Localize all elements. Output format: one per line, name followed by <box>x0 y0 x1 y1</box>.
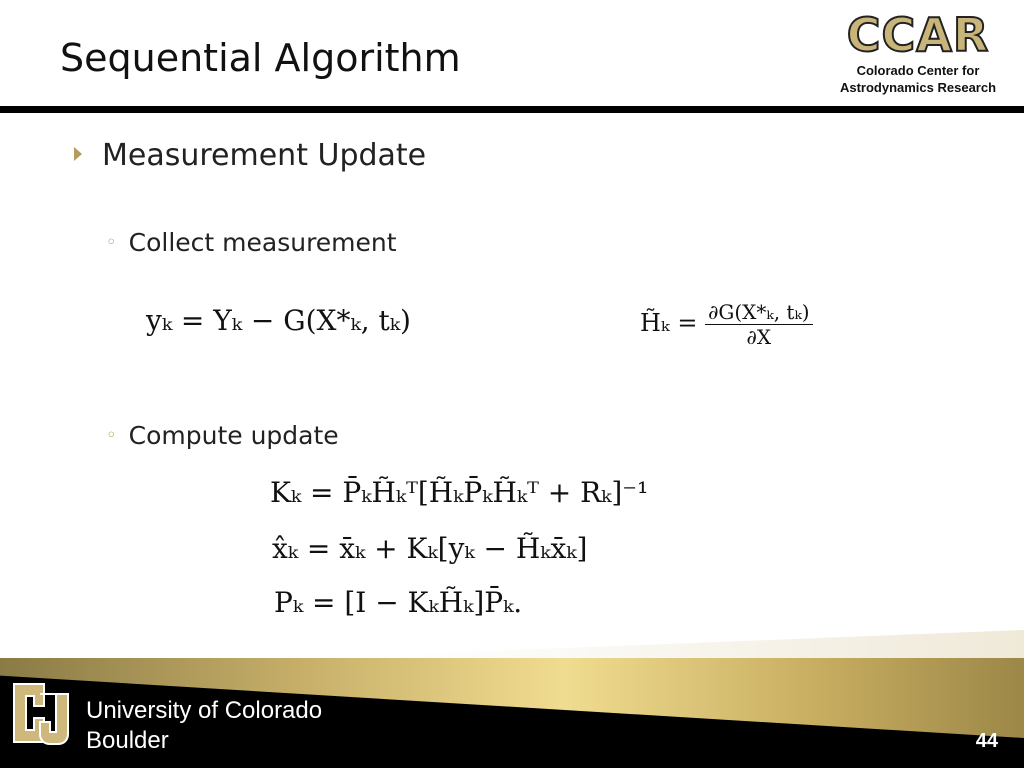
title-divider <box>0 106 1024 113</box>
equation-kalman-gain: Kₖ = P̄ₖH̃ₖᵀ[H̃ₖP̄ₖH̃ₖᵀ + Rₖ]⁻¹ <box>270 476 649 509</box>
bullet-arrow-icon <box>74 147 82 161</box>
ccar-logo: CCAR Colorado Center for Astrodynamics R… <box>828 7 1008 96</box>
logo-line-1: Colorado Center for <box>856 63 980 78</box>
university-name: University of Colorado Boulder <box>86 696 322 756</box>
bullet-text: Measurement Update <box>102 138 427 173</box>
logo-line-2: Astrodynamics Research <box>839 80 997 95</box>
equation-covariance-update: Pₖ = [I − KₖH̃ₖ]P̄ₖ. <box>274 586 523 619</box>
cu-logo-icon <box>13 683 69 745</box>
fraction-numerator: ∂G(X*ₖ, tₖ) <box>705 300 813 325</box>
bullet-collect-measurement: ◦ Collect measurement <box>106 228 397 257</box>
university-line-1: University of Colorado <box>86 697 323 724</box>
slide-title: Sequential Algorithm <box>60 36 461 80</box>
equation-state-update: x̂ₖ = x̄ₖ + Kₖ[yₖ − H̃ₖx̄ₖ] <box>272 532 588 565</box>
equation-h-matrix: H̃ₖ = ∂G(X*ₖ, tₖ) ∂X <box>640 300 813 349</box>
fraction-denominator: ∂X <box>746 325 772 349</box>
equation-residual: yₖ = Yₖ − G(X*ₖ, tₖ) <box>146 304 411 337</box>
university-line-2: Boulder <box>86 727 169 754</box>
logo-acronym: CCAR <box>846 7 990 63</box>
bullet-text: Collect measurement <box>128 228 397 257</box>
bullet-measurement-update: Measurement Update <box>74 138 426 173</box>
bullet-circle-icon: ◦ <box>106 232 117 253</box>
fraction: ∂G(X*ₖ, tₖ) ∂X <box>705 300 813 349</box>
equation-h-lhs: H̃ₖ = <box>640 309 706 337</box>
bullet-compute-update: ◦ Compute update <box>106 421 339 450</box>
bullet-text: Compute update <box>128 421 339 450</box>
page-number: 44 <box>975 730 998 752</box>
bullet-circle-icon: ◦ <box>106 425 117 446</box>
